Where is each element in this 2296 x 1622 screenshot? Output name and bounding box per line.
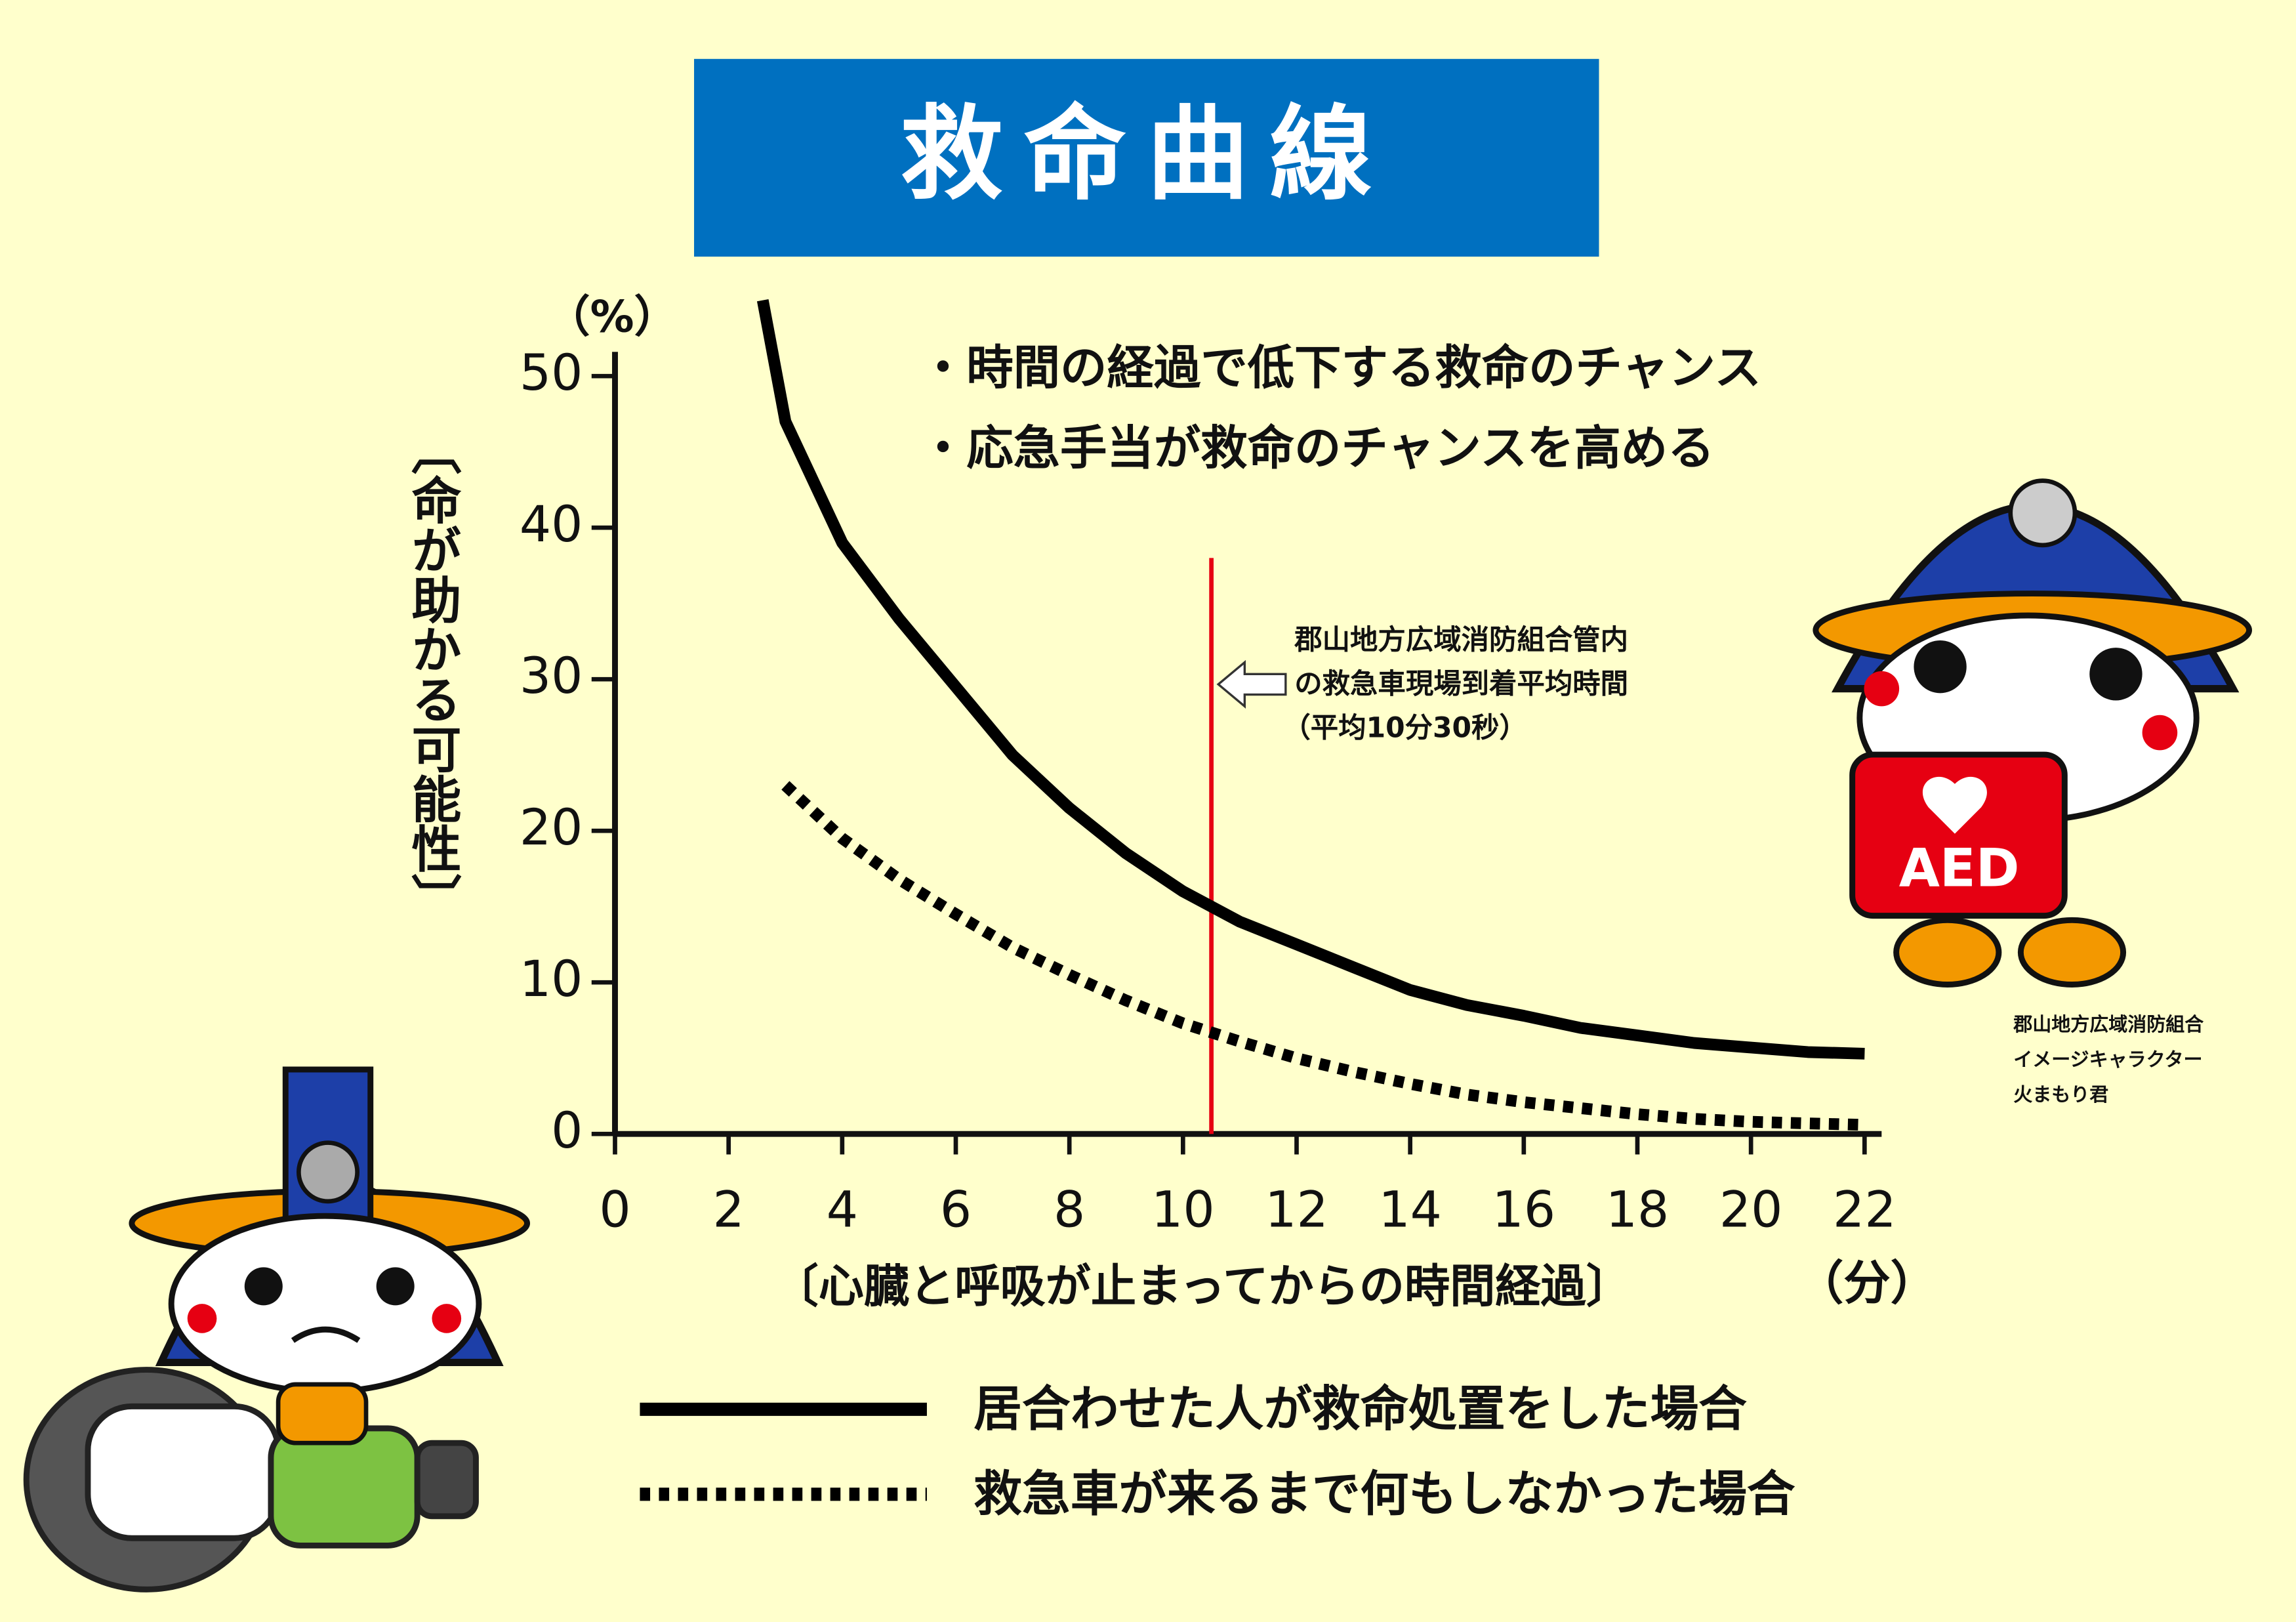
x-tick-label: 12 <box>1265 1181 1328 1239</box>
y-tick-label: 40 <box>520 495 583 553</box>
caption: イメージキャラクター <box>2013 1049 2202 1071</box>
series-line <box>781 781 1865 1131</box>
x-tick-label: 18 <box>1606 1181 1670 1239</box>
legend-label: 居合わせた人が救命処置をした場合 <box>974 1381 1747 1437</box>
y-tick-label: 20 <box>520 799 583 856</box>
aed-label: AED <box>1899 837 2020 899</box>
x-axis-label: 〔心臓と呼吸が止まってからの時間経過〕 <box>773 1260 1631 1313</box>
y-tick-label: 0 <box>551 1102 583 1159</box>
legend-label: 救急車が来るまで何もしなかった場合 <box>974 1466 1795 1522</box>
y-tick-label: 10 <box>520 950 583 1008</box>
x-tick-label: 2 <box>713 1181 745 1239</box>
x-unit: （分） <box>1797 1256 1937 1310</box>
y-axis-label: 〔命が助かる可能性〕 <box>403 425 461 923</box>
y-unit: （%） <box>546 291 678 343</box>
x-tick-label: 14 <box>1378 1181 1442 1239</box>
title-box <box>694 58 1599 257</box>
arrow <box>1216 659 1287 709</box>
x-tick-label: 4 <box>827 1181 858 1239</box>
x-tick-label: 0 <box>599 1181 630 1239</box>
y-tick-label: 30 <box>520 647 583 705</box>
bullet: ・応急手当が救命のチャンスを高める <box>920 421 1715 476</box>
x-tick-label: 10 <box>1151 1181 1215 1239</box>
y-tick-label: 50 <box>520 344 583 402</box>
x-tick-label: 22 <box>1833 1181 1896 1239</box>
caption: 火まもり君 <box>2013 1083 2108 1106</box>
bullet: ・時間の経過で低下する救命のチャンス <box>920 341 1761 395</box>
plot: 0 10 20 30 40 50 0 2 4 6 8 10 12 14 16 18 20 22 居合わせた人が救命処… <box>520 299 1896 1522</box>
character-right <box>1813 478 2253 988</box>
x-tick-label: 6 <box>940 1181 972 1239</box>
caption: 郡山地方広域消防組合 <box>2013 1013 2204 1035</box>
x-tick-label: 20 <box>1719 1181 1783 1239</box>
character-left <box>23 1066 531 1592</box>
x-tick-label: 16 <box>1492 1181 1556 1239</box>
annotation: の救急車現場到着平均時間 <box>1294 669 1628 701</box>
annotation: 郡山地方広域消防組合管内 <box>1294 625 1628 657</box>
x-tick-label: 8 <box>1054 1181 1085 1239</box>
chart-title: 救命曲線 <box>901 94 1393 214</box>
series-line <box>756 299 1865 1060</box>
annotation: （平均10分30秒） <box>1282 713 1527 745</box>
